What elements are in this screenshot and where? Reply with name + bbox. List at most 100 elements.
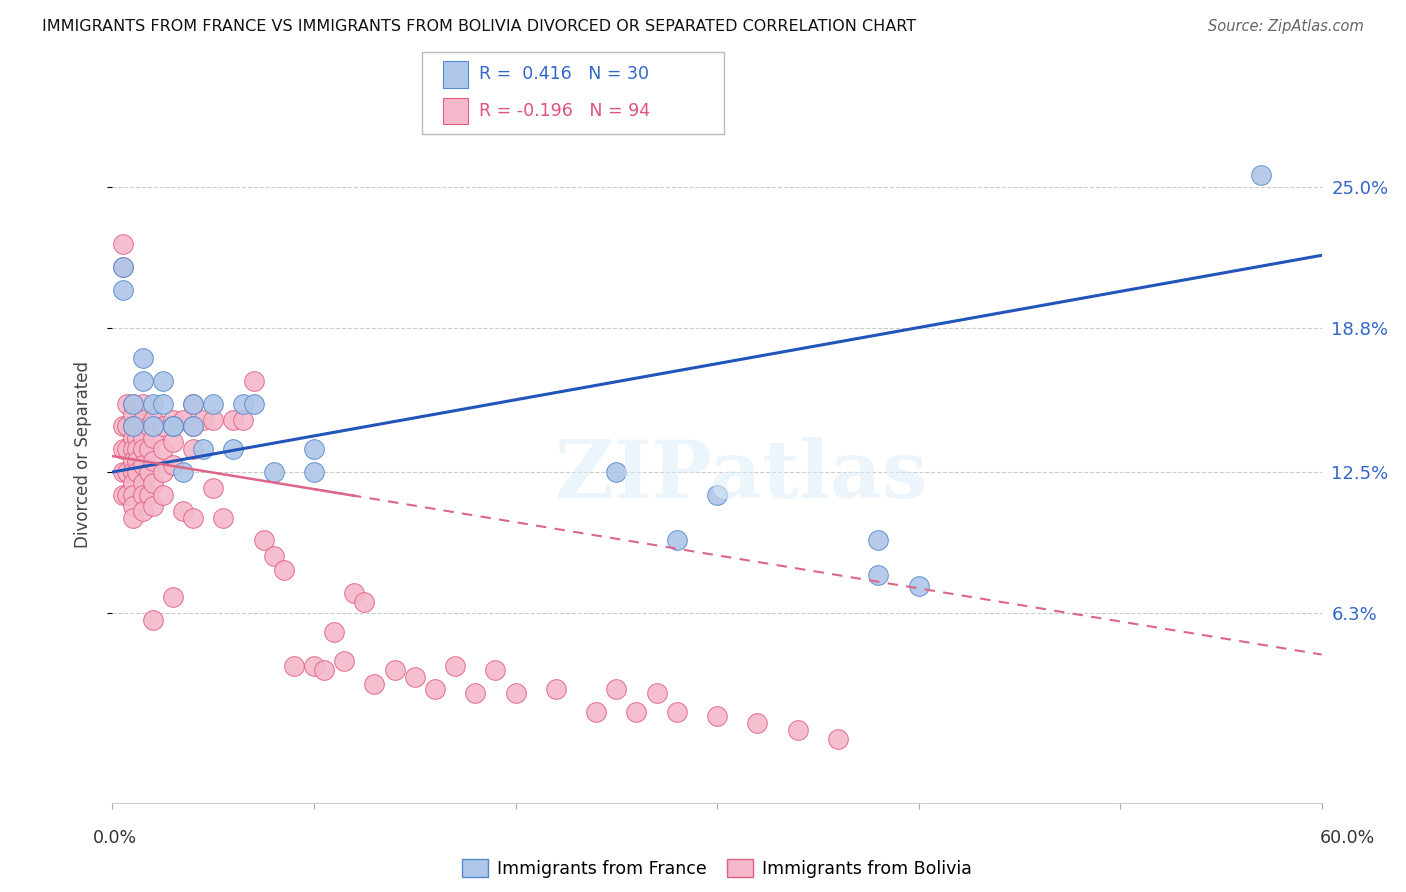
Point: [132, 476, 155, 491]
Point: [222, 412, 245, 426]
Point: [868, 567, 890, 582]
Point: [242, 396, 264, 410]
Point: [423, 681, 446, 696]
Point: [121, 396, 143, 410]
Point: [162, 591, 184, 605]
Point: [115, 465, 138, 479]
Point: [111, 488, 134, 502]
Text: 0.0%: 0.0%: [93, 829, 138, 847]
Point: [115, 396, 138, 410]
Point: [323, 624, 346, 639]
Point: [181, 510, 204, 524]
Point: [645, 686, 668, 700]
Point: [142, 396, 165, 410]
Point: [283, 659, 305, 673]
Text: IMMIGRANTS FROM FRANCE VS IMMIGRANTS FROM BOLIVIA DIVORCED OR SEPARATED CORRELAT: IMMIGRANTS FROM FRANCE VS IMMIGRANTS FRO…: [42, 20, 917, 34]
Point: [121, 408, 143, 422]
Point: [162, 419, 184, 434]
Point: [152, 465, 174, 479]
Point: [138, 419, 160, 434]
Point: [121, 419, 143, 434]
Point: [132, 488, 155, 502]
Point: [162, 458, 184, 473]
Point: [132, 504, 155, 518]
Point: [111, 236, 134, 251]
Point: [162, 412, 184, 426]
Point: [222, 442, 245, 457]
Point: [181, 419, 204, 434]
Point: [263, 465, 285, 479]
Point: [263, 549, 285, 564]
Point: [191, 442, 214, 457]
Point: [125, 419, 148, 434]
Point: [202, 396, 225, 410]
Point: [505, 686, 527, 700]
Point: [125, 453, 148, 467]
Text: ZIPatlas: ZIPatlas: [555, 437, 928, 515]
Point: [121, 431, 143, 445]
Point: [191, 412, 214, 426]
Point: [132, 396, 155, 410]
Point: [353, 595, 375, 609]
Point: [121, 500, 143, 514]
Point: [464, 686, 486, 700]
Point: [121, 419, 143, 434]
Point: [172, 504, 194, 518]
Point: [544, 681, 567, 696]
Point: [172, 412, 194, 426]
Point: [605, 681, 627, 696]
Point: [605, 465, 627, 479]
Point: [132, 351, 155, 365]
Point: [111, 260, 134, 274]
Point: [1250, 169, 1272, 183]
Point: [312, 664, 335, 678]
Point: [202, 481, 225, 495]
Point: [484, 664, 506, 678]
Point: [111, 419, 134, 434]
Point: [125, 465, 148, 479]
Point: [253, 533, 276, 548]
Point: [142, 431, 165, 445]
Point: [132, 442, 155, 457]
Point: [585, 705, 607, 719]
Point: [111, 465, 134, 479]
Point: [626, 705, 648, 719]
Point: [665, 533, 688, 548]
Point: [121, 476, 143, 491]
Point: [273, 563, 295, 577]
Point: [706, 709, 728, 723]
Point: [162, 419, 184, 434]
Point: [333, 654, 356, 668]
Point: [181, 419, 204, 434]
Text: 60.0%: 60.0%: [1319, 829, 1375, 847]
Point: [152, 396, 174, 410]
Point: [138, 488, 160, 502]
Point: [132, 412, 155, 426]
Point: [125, 442, 148, 457]
Point: [868, 533, 890, 548]
Point: [132, 431, 155, 445]
Point: [142, 500, 165, 514]
Point: [121, 442, 143, 457]
Point: [121, 396, 143, 410]
Point: [907, 579, 929, 593]
Point: [132, 374, 155, 388]
Point: [181, 396, 204, 410]
Point: [343, 586, 366, 600]
Point: [132, 458, 155, 473]
Point: [111, 283, 134, 297]
Point: [827, 731, 849, 746]
Y-axis label: Divorced or Separated: Divorced or Separated: [73, 361, 91, 549]
Point: [786, 723, 808, 737]
Point: [138, 465, 160, 479]
Legend: Immigrants from France, Immigrants from Bolivia: Immigrants from France, Immigrants from …: [456, 852, 979, 885]
Point: [444, 659, 467, 673]
Point: [363, 677, 385, 691]
Point: [665, 705, 688, 719]
Point: [232, 396, 254, 410]
Text: R =  0.416   N = 30: R = 0.416 N = 30: [479, 65, 650, 84]
Point: [172, 465, 194, 479]
Point: [232, 412, 254, 426]
Point: [111, 260, 134, 274]
Point: [142, 453, 165, 467]
